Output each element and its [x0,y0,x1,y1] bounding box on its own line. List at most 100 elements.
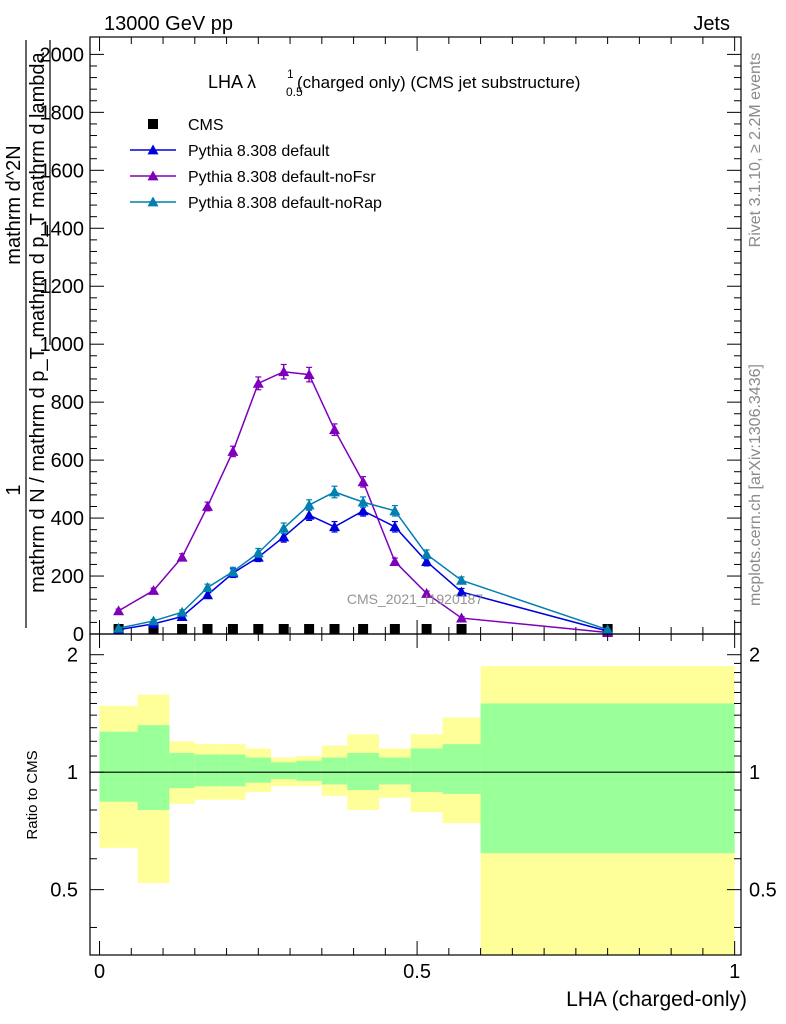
main-ytick-label: 1600 [40,160,85,182]
ylabel-fraction-num: mathrm d^2N [3,145,25,264]
legend-marker [147,144,159,155]
data-point-default [303,509,315,520]
title-main: LHA λ [208,72,256,92]
xtick-label: 0 [94,961,105,983]
data-point-noFsr [113,605,125,616]
xtick-label: 0.5 [403,961,431,983]
data-point-noRap [303,499,315,510]
main-ytick-label: 200 [51,566,84,588]
data-point-noFsr [148,585,160,595]
ratio-ylabel: Ratio to CMS [24,750,41,839]
data-point-noFsr [252,377,264,388]
data-point-cms [358,624,369,634]
data-point-noRap [148,615,160,626]
x-axis-label: LHA (charged-only) [566,988,747,1011]
data-point-default [389,521,401,532]
stat-band-bin [321,757,348,785]
ratio-frame [89,633,742,956]
ratio-axes: 0.5 0.5 1 1 2 2 0 0.5 1 [50,633,777,983]
legend-label: Pythia 8.308 default-noRap [188,195,382,212]
legend-marker [147,170,159,181]
legend-item-noRap: Pythia 8.308 default-noRap [130,195,382,212]
series-line-noFsr [118,370,608,634]
data-point-noRap [113,622,125,633]
header-right: Jets [693,13,730,35]
data-point-noFsr [278,366,290,377]
data-point-cms [227,624,238,634]
main-plot: 0 200 400 600 800 1000 1200 1400 1600 1800 2000 [40,36,742,646]
title-sup: 1 [287,67,294,81]
main-ylabel: 1 mathrm d N / mathrm d p_T mathrm d^2N … [3,40,51,628]
data-point-cms [421,624,432,634]
stat-band-bin [137,725,170,810]
analysis-watermark: CMS_2021_I1920187 [347,591,483,607]
main-ytick-label: 600 [51,450,84,472]
data-point-noRap [389,505,401,516]
series-default [113,505,614,636]
data-point-noFsr [227,445,239,456]
data-point-cms [202,624,213,634]
stat-band-bin [480,703,735,854]
legend-label: CMS [188,117,224,134]
main-ytick-label: 0 [73,624,84,646]
data-point-cms [177,624,188,634]
main-ytick-label: 1400 [40,218,85,240]
legend: CMS Pythia 8.308 default Pythia 8.308 defa… [130,117,382,212]
stat-band-bin [245,757,272,783]
data-point-cms [253,624,264,634]
ratio-ytick-label: 0.5 [50,880,78,902]
rivet-label: Rivet 3.1.10, ≥ 2.2M events [747,53,764,248]
legend-item-default: Pythia 8.308 default [130,143,330,160]
ylabel-fraction-den: mathrm d p_T mathrm d lambda [27,51,49,337]
data-point-default [357,505,369,516]
data-point-noRap [357,496,369,507]
data-point-noRap [329,486,341,497]
data-point-noRap [602,624,614,635]
header-left: 13000 GeV pp [104,13,233,35]
series-noFsr [113,363,614,637]
ratio-ytick-label: 1 [67,762,78,784]
stat-band-bin [99,731,138,802]
data-point-noRap [227,566,239,577]
main-ytick-label: 1000 [40,334,85,356]
stat-band-bin [271,762,297,780]
data-point-noFsr [357,476,369,487]
main-ytick-label: 800 [51,392,84,414]
data-point-default [201,589,213,600]
xtick-label: 1 [729,961,740,983]
data-point-default [456,586,468,597]
main-ytick-label: 1800 [40,102,85,124]
main-ytick-label: 2000 [40,44,85,66]
ratio-ytick-label: 2 [67,645,78,667]
legend-item-noFsr: Pythia 8.308 default-noFsr [130,169,376,186]
legend-marker [147,196,159,207]
data-point-cms [456,624,467,634]
stat-band-bin [194,754,221,787]
svg-text:LHA λ: LHA λ [208,72,256,92]
ratio-ytick-label-right: 2 [749,645,760,667]
stat-band-bin [220,754,246,787]
ratio-ytick-label-right: 0.5 [749,880,777,902]
legend-label: Pythia 8.308 default-noFsr [188,169,376,186]
title-sub: 0.5 [286,85,303,99]
title-rest: (charged only) (CMS jet substructure) [297,73,580,92]
plot-title: LHA λ 1 0.5 (charged only) (CMS jet subs… [208,67,580,99]
ylabel-denominator: mathrm d N / mathrm d p_T [27,347,49,593]
data-point-noFsr [303,369,315,380]
stat-band-bin [169,752,195,789]
series-noRap [113,485,614,635]
data-point-cms [329,624,340,634]
data-point-cms [389,624,400,634]
data-point-cms [278,624,289,634]
legend-marker [148,119,158,129]
data-point-default [329,521,341,532]
stat-band-bin [378,757,411,785]
mcplots-label: mcplots.cern.ch [arXiv:1306.3436] [747,364,764,606]
data-point-noRap [252,547,264,558]
data-point-noRap [421,548,433,559]
series-line-noRap [118,491,608,631]
data-point-noRap [201,582,213,593]
legend-item-cms: CMS [148,117,224,134]
ratio-ytick-label-right: 1 [749,762,760,784]
